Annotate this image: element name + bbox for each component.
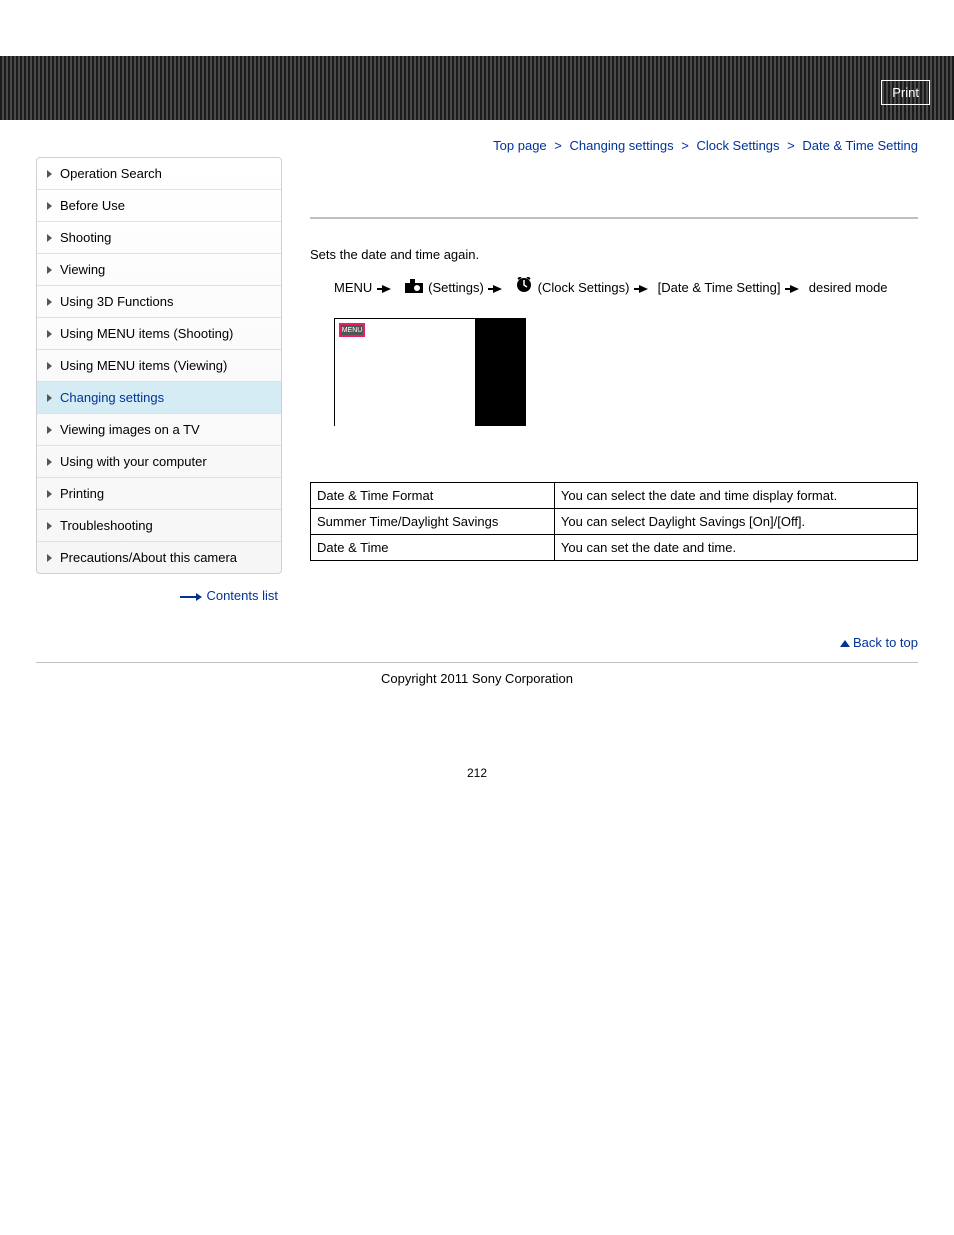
sidebar-item-using-menu-items-shooting-[interactable]: Using MENU items (Shooting) (37, 318, 281, 350)
sidebar-item-label: Precautions/About this camera (60, 550, 237, 565)
back-to-top-link[interactable]: Back to top (0, 603, 954, 658)
triangle-right-icon (47, 170, 52, 178)
sidebar-item-label: Printing (60, 486, 104, 501)
triangle-right-icon (47, 394, 52, 402)
clock-icon (516, 277, 532, 300)
breadcrumb-clock-settings[interactable]: Clock Settings (696, 138, 779, 153)
setting-desc: You can select Daylight Savings [On]/[Of… (554, 509, 917, 535)
settings-table: Date & Time FormatYou can select the dat… (310, 482, 918, 561)
setting-desc: You can set the date and time. (554, 535, 917, 561)
breadcrumb-top-page[interactable]: Top page (493, 138, 547, 153)
menu-path: MENU (Settings) (Clock Settings) [Date &… (310, 276, 918, 300)
breadcrumb-sep: > (550, 138, 566, 153)
triangle-right-icon (47, 426, 52, 434)
title-rule (310, 217, 918, 219)
table-row: Summer Time/Daylight SavingsYou can sele… (311, 509, 918, 535)
copyright-text: Copyright 2011 Sony Corporation (0, 663, 954, 726)
triangle-right-icon (47, 490, 52, 498)
arrow-right-icon (180, 593, 202, 601)
sidebar-item-changing-settings[interactable]: Changing settings (37, 382, 281, 414)
sidebar: Operation Search Before Use Shooting Viewin… (36, 157, 282, 574)
sidebar-item-before-use[interactable]: Before Use (37, 190, 281, 222)
sidebar-item-using-3d-functions[interactable]: Using 3D Functions (37, 286, 281, 318)
sidebar-item-operation-search[interactable]: Operation Search (37, 158, 281, 190)
arrow-right-icon (639, 285, 648, 293)
sidebar-item-label: Viewing images on a TV (60, 422, 200, 437)
sidebar-item-using-with-your-computer[interactable]: Using with your computer (37, 446, 281, 478)
triangle-right-icon (47, 362, 52, 370)
triangle-right-icon (47, 266, 52, 274)
path-settings: (Settings) (428, 280, 484, 295)
settings-icon (405, 277, 423, 300)
arrow-right-icon (382, 285, 391, 293)
screenshot-thumbnail: MENU (334, 318, 526, 426)
triangle-right-icon (47, 554, 52, 562)
sidebar-item-label: Before Use (60, 198, 125, 213)
breadcrumb-sep: > (677, 138, 693, 153)
path-menu: MENU (334, 280, 372, 295)
setting-name: Date & Time (311, 535, 555, 561)
arrow-right-icon (493, 285, 502, 293)
triangle-up-icon (840, 640, 850, 647)
sidebar-item-viewing[interactable]: Viewing (37, 254, 281, 286)
sidebar-item-label: Shooting (60, 230, 111, 245)
sidebar-item-label: Using 3D Functions (60, 294, 173, 309)
triangle-right-icon (47, 234, 52, 242)
sidebar-item-shooting[interactable]: Shooting (37, 222, 281, 254)
sidebar-item-troubleshooting[interactable]: Troubleshooting (37, 510, 281, 542)
path-clock: (Clock Settings) (538, 280, 630, 295)
sidebar-item-label: Viewing (60, 262, 105, 277)
contents-list-label[interactable]: Contents list (206, 588, 278, 603)
breadcrumb-current[interactable]: Date & Time Setting (802, 138, 918, 153)
breadcrumb-changing-settings[interactable]: Changing settings (570, 138, 674, 153)
header-bar: Print (0, 56, 954, 120)
triangle-right-icon (47, 202, 52, 210)
path-item: [Date & Time Setting] (658, 280, 781, 295)
triangle-right-icon (47, 298, 52, 306)
sidebar-item-label: Operation Search (60, 166, 162, 181)
main-content: Sets the date and time again. MENU (Sett… (310, 163, 918, 603)
setting-desc: You can select the date and time display… (554, 483, 917, 509)
sidebar-item-using-menu-items-viewing-[interactable]: Using MENU items (Viewing) (37, 350, 281, 382)
path-desired: desired mode (809, 280, 888, 295)
sidebar-item-label: Changing settings (60, 390, 164, 405)
table-row: Date & Time FormatYou can select the dat… (311, 483, 918, 509)
arrow-right-icon (790, 285, 799, 293)
triangle-right-icon (47, 522, 52, 530)
sidebar-item-viewing-images-on-a-tv[interactable]: Viewing images on a TV (37, 414, 281, 446)
print-button[interactable]: Print (881, 80, 930, 105)
sidebar-item-label: Troubleshooting (60, 518, 153, 533)
contents-list-link[interactable]: Contents list (36, 574, 282, 603)
intro-text: Sets the date and time again. (310, 247, 918, 262)
sidebar-item-label: Using with your computer (60, 454, 207, 469)
sidebar-item-printing[interactable]: Printing (37, 478, 281, 510)
sidebar-item-precautions-about-this-camera[interactable]: Precautions/About this camera (37, 542, 281, 573)
top-spacer (0, 0, 954, 56)
triangle-right-icon (47, 458, 52, 466)
page-number: 212 (0, 726, 954, 800)
back-to-top-label[interactable]: Back to top (853, 635, 918, 650)
sidebar-item-label: Using MENU items (Shooting) (60, 326, 233, 341)
triangle-right-icon (47, 330, 52, 338)
thumbnail-menu-badge: MENU (339, 323, 365, 337)
sidebar-item-label: Using MENU items (Viewing) (60, 358, 227, 373)
setting-name: Summer Time/Daylight Savings (311, 509, 555, 535)
table-row: Date & TimeYou can set the date and time… (311, 535, 918, 561)
setting-name: Date & Time Format (311, 483, 555, 509)
breadcrumb-sep: > (783, 138, 799, 153)
